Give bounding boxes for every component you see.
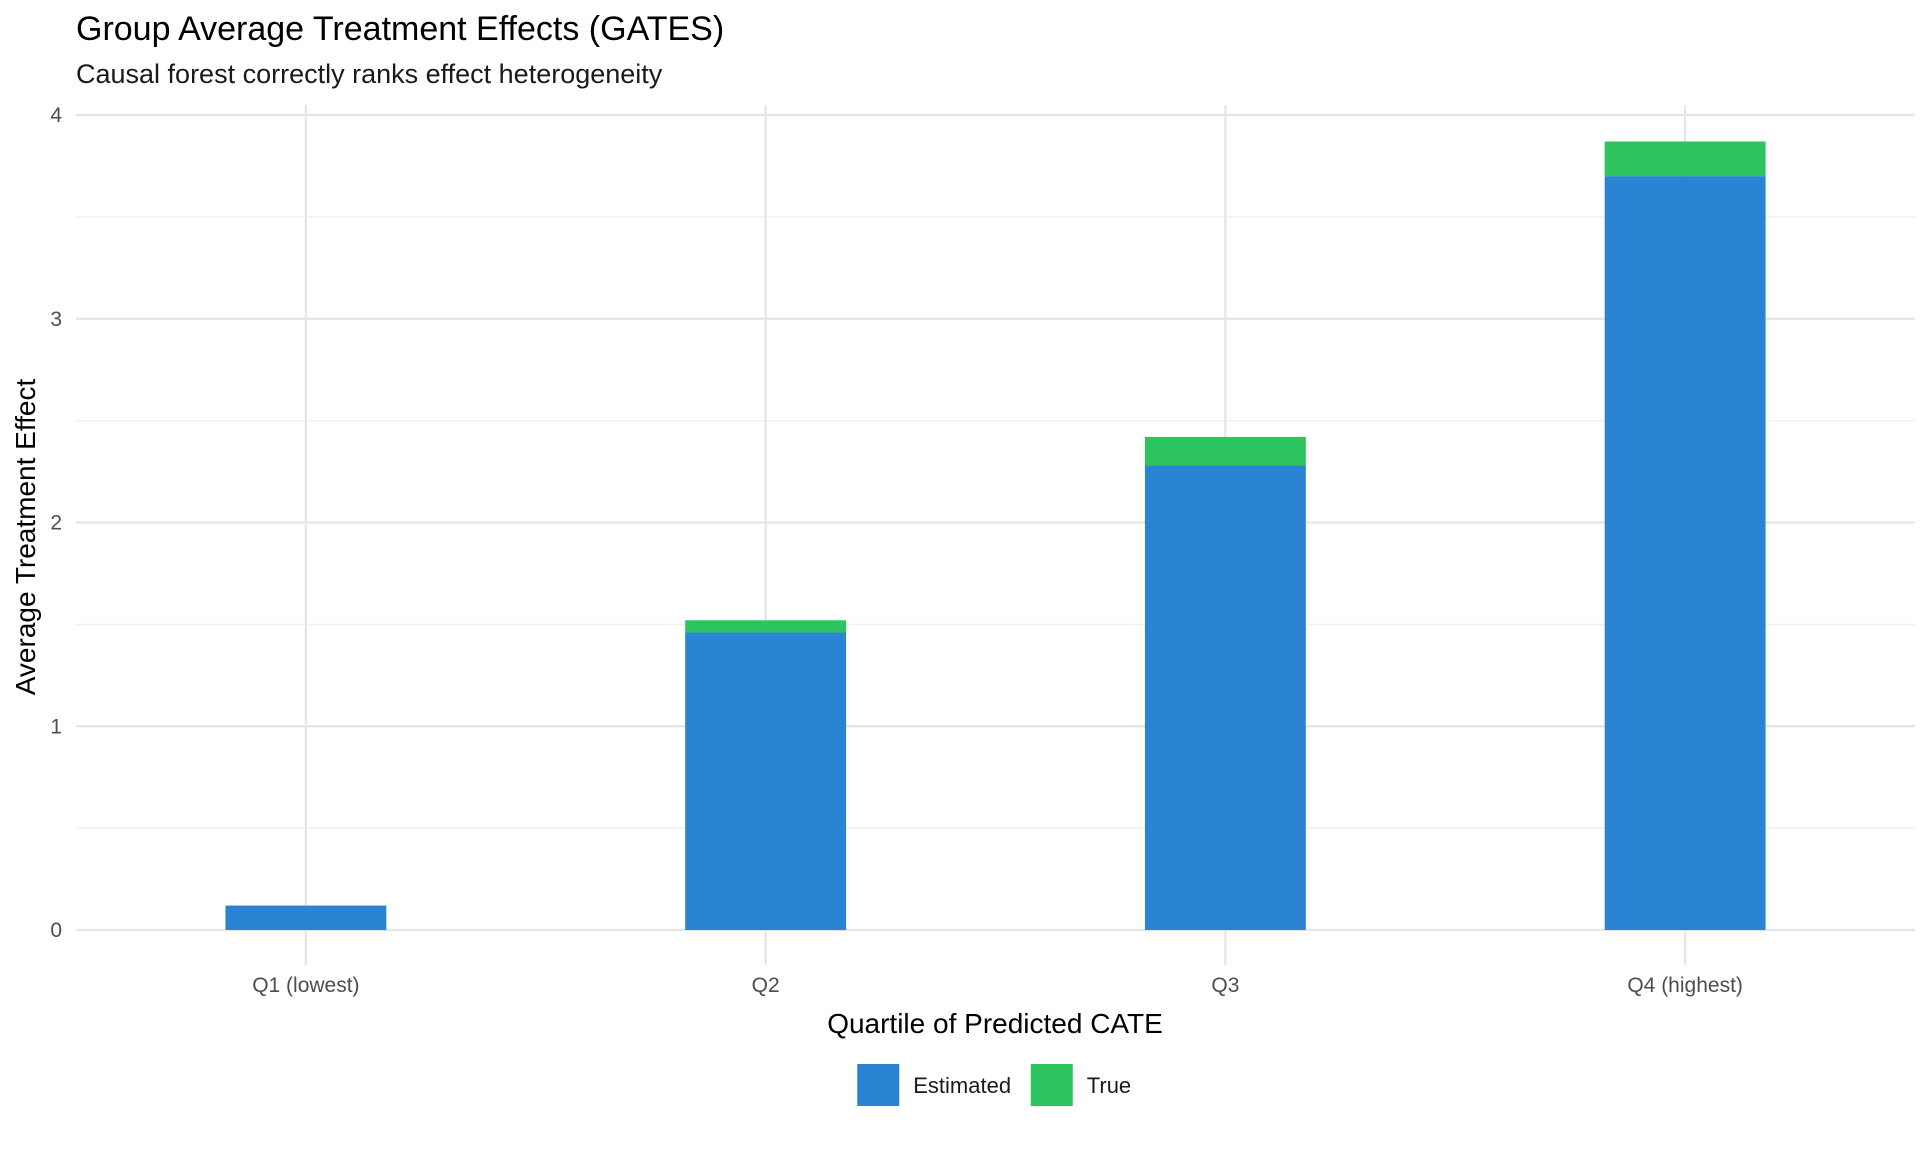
bar-estimated-4 <box>1604 176 1766 930</box>
legend-swatch-true <box>1030 1064 1073 1106</box>
bar-true-3 <box>1144 436 1306 466</box>
x-axis-ticks: Q1 (lowest) Q2 Q3 Q4 (highest) <box>252 974 1743 997</box>
bars <box>225 141 1766 930</box>
chart-title: Group Average Treatment Effects (GATES) <box>76 10 724 48</box>
y-tick-label: 1 <box>50 715 62 738</box>
legend-label-estimated: Estimated <box>913 1073 1011 1098</box>
x-tick-label: Q2 <box>752 974 780 997</box>
y-axis-label: Average Treatment Effect <box>10 379 41 696</box>
bar-true-4 <box>1604 141 1766 177</box>
y-tick-label: 2 <box>50 512 62 535</box>
bar-estimated-1 <box>225 905 387 930</box>
legend: Estimated True <box>857 1064 1131 1106</box>
legend-label-true: True <box>1087 1073 1131 1098</box>
x-tick-label: Q4 (highest) <box>1627 974 1743 997</box>
bar-estimated-2 <box>685 632 847 930</box>
y-tick-label: 4 <box>50 104 62 127</box>
y-axis-ticks: 0 1 2 3 4 <box>50 104 62 942</box>
bar-true-2 <box>685 620 847 633</box>
chart-subtitle: Causal forest correctly ranks effect het… <box>76 59 663 89</box>
x-tick-label: Q3 <box>1211 974 1239 997</box>
bar-estimated-3 <box>1144 465 1306 930</box>
x-tick-label: Q1 (lowest) <box>252 974 359 997</box>
y-tick-label: 3 <box>50 308 62 331</box>
x-axis-label: Quartile of Predicted CATE <box>827 1008 1163 1039</box>
y-tick-label: 0 <box>50 919 62 942</box>
legend-swatch-estimated <box>857 1064 900 1106</box>
